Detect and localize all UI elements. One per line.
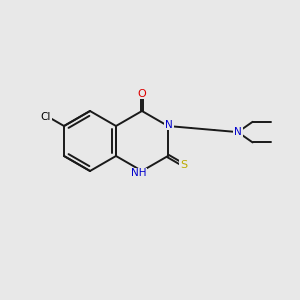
Text: O: O — [138, 88, 146, 99]
Text: NH: NH — [130, 168, 146, 178]
Text: S: S — [180, 160, 187, 170]
Text: N: N — [165, 119, 173, 130]
Text: Cl: Cl — [40, 112, 51, 122]
Text: N: N — [234, 127, 242, 137]
